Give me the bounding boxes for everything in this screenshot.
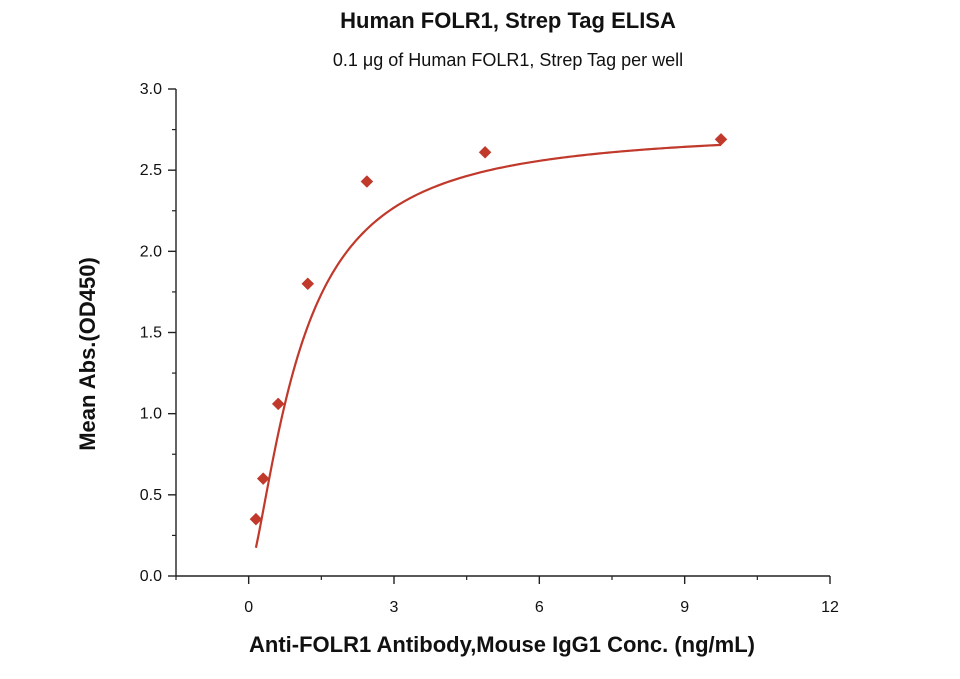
x-tick-label: 12 <box>821 599 839 616</box>
y-tick-label: 3.0 <box>140 81 162 98</box>
y-tick-label: 0.5 <box>140 487 162 504</box>
fit-curve-layer <box>254 143 722 548</box>
y-tick-label: 0.0 <box>140 568 162 585</box>
axes <box>175 89 830 577</box>
data-points-layer <box>249 132 728 526</box>
data-point <box>271 397 285 411</box>
data-point <box>256 472 270 485</box>
chart-subtitle: 0.1 μg of Human FOLR1, Strep Tag per wel… <box>333 50 683 70</box>
data-point <box>714 132 728 146</box>
x-tick-label: 3 <box>390 599 399 616</box>
x-tick-label: 6 <box>535 599 544 616</box>
data-point <box>478 145 492 159</box>
chart-title: Human FOLR1, Strep Tag ELISA <box>340 8 676 33</box>
x-axis-label: Anti-FOLR1 Antibody,Mouse IgG1 Conc. (ng… <box>249 632 755 657</box>
ticks: 0.0 0.5 1.0 1.5 2.0 2.5 3.0 0 3 6 9 12 <box>140 81 839 616</box>
data-point <box>360 175 374 188</box>
x-tick-label: 9 <box>680 599 689 616</box>
data-point <box>301 277 315 291</box>
y-tick-label: 2.0 <box>140 243 162 260</box>
y-tick-label: 1.5 <box>140 325 162 342</box>
data-point <box>249 512 263 526</box>
y-tick-label: 2.5 <box>140 162 162 179</box>
fit-curve <box>254 143 722 548</box>
y-tick-label: 1.0 <box>140 406 162 423</box>
y-axis-label: Mean Abs.(OD450) <box>75 257 100 451</box>
x-tick-label: 0 <box>244 599 253 616</box>
